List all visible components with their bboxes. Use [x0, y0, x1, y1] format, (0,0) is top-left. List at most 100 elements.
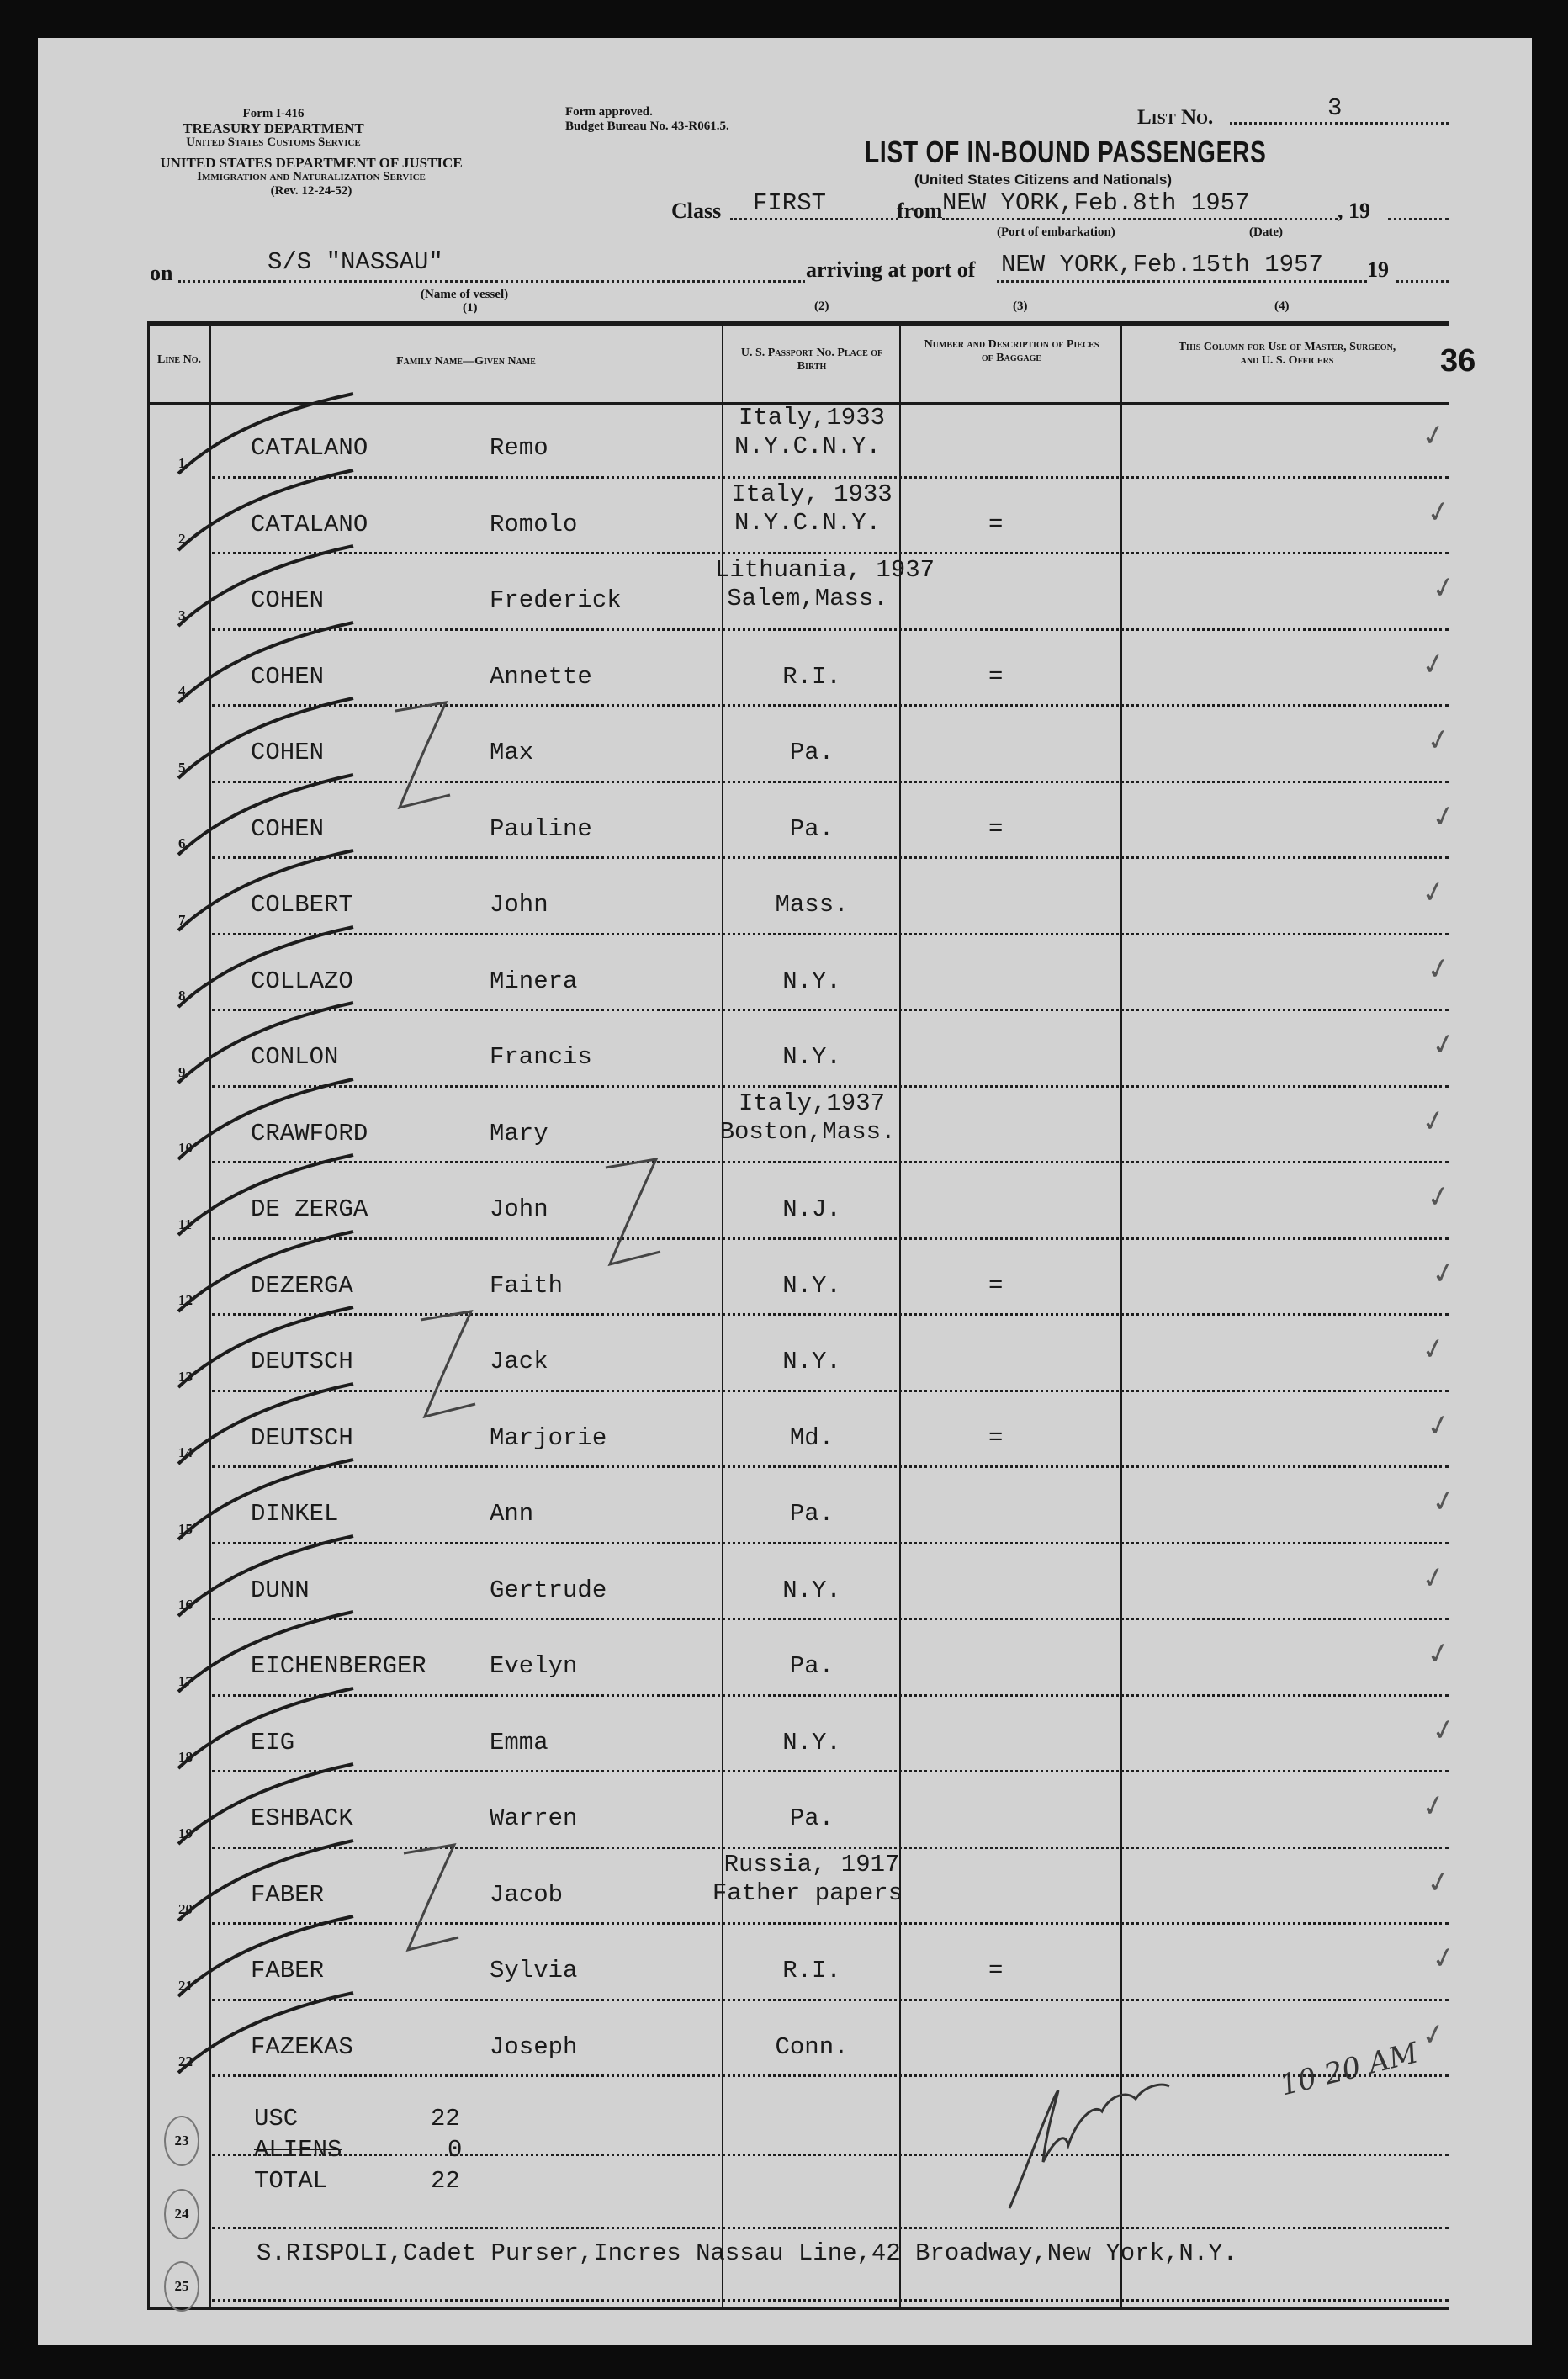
page-number: 36: [1440, 343, 1476, 379]
ins-label: Immigration and Naturalization Service: [197, 170, 426, 183]
tally-stroke: [177, 1001, 354, 1084]
given-name: Annette: [490, 662, 592, 691]
year-suffix-2: 19: [1367, 257, 1389, 282]
baggage-count: =: [988, 1271, 1004, 1300]
row-divider: [212, 1009, 1449, 1011]
row-divider: [212, 2227, 1449, 2229]
table-top-rule: [147, 321, 1449, 326]
line-number: 22: [178, 2053, 193, 2069]
place-of-birth: R.I.: [782, 662, 841, 691]
given-name: Minera: [490, 967, 578, 995]
tally-stroke: [177, 1153, 354, 1237]
justice-label: UNITED STATES DEPARTMENT OF JUSTICE: [160, 155, 463, 171]
list-no-line: [1230, 122, 1449, 125]
place-of-birth: Pa.: [789, 1652, 834, 1680]
handwritten-z-mark: [420, 1310, 476, 1419]
row-divider: [212, 1313, 1449, 1316]
passport-info: Lithuania, 1937: [715, 556, 935, 584]
place-of-birth: N.Y.: [782, 1271, 841, 1300]
list-no-label: List No.: [1137, 106, 1214, 129]
line-number: 10: [178, 1140, 193, 1156]
form-approval: Form approved. Budget Bureau No. 43-R061…: [565, 105, 729, 134]
place-of-birth: Mass.: [775, 891, 849, 919]
col-header-officers: This Column for Use of Master, Surgeon, …: [1178, 341, 1396, 367]
col-number-2: (2): [814, 299, 829, 313]
row-divider: [212, 1161, 1449, 1163]
place-of-birth: Conn.: [775, 2032, 849, 2061]
col-divider-name: [722, 323, 723, 2308]
family-name: DEUTSCH: [251, 1423, 353, 1452]
col-divider-baggage: [1120, 323, 1122, 2308]
row-divider: [212, 1465, 1449, 1468]
place-of-birth: Md.: [789, 1423, 834, 1452]
arriving-value: NEW YORK,Feb.15th 1957: [1001, 251, 1323, 278]
family-name: ESHBACK: [251, 1804, 353, 1832]
on-label: on: [150, 261, 173, 285]
place-of-birth: N.Y.: [782, 1043, 841, 1071]
line-number: 9: [178, 1063, 186, 1080]
row-divider: [212, 1389, 1449, 1392]
total-usc-label: USC: [254, 2105, 299, 2133]
arriving-label: arriving at port of: [806, 257, 976, 282]
tally-stroke: [177, 849, 354, 932]
purser-signature-line: S.RISPOLI,Cadet Purser,Incres Nassau Lin…: [257, 2239, 1237, 2267]
given-name: Marjorie: [490, 1423, 607, 1452]
line-number: 19: [178, 1825, 193, 1841]
family-name: DE ZERGA: [251, 1195, 368, 1223]
tally-stroke: [177, 1306, 354, 1389]
row-divider: [212, 856, 1449, 859]
tally-stroke: [177, 1534, 354, 1617]
place-of-birth: R.I.: [782, 1957, 841, 1984]
year-suffix: , 19: [1338, 199, 1370, 223]
given-name: Joseph: [490, 2032, 578, 2061]
tally-stroke: [177, 925, 354, 1008]
col-divider-line: [209, 323, 211, 2308]
tally-stroke: [177, 1458, 354, 1541]
row-divider: [212, 780, 1449, 783]
total-aliens-label: ALIENS: [254, 2136, 342, 2164]
family-name: DUNN: [251, 1576, 310, 1604]
total-total: TOTAL 22: [254, 2165, 462, 2196]
family-name: COHEN: [251, 739, 325, 766]
given-name: Romolo: [490, 510, 578, 538]
family-name: COHEN: [251, 586, 325, 614]
family-name: FAZEKAS: [251, 2032, 353, 2061]
place-of-birth: N.Y.: [782, 1728, 841, 1756]
family-name: DEUTSCH: [251, 1348, 353, 1375]
port-caption: (Port of embarkation): [997, 225, 1115, 239]
tally-stroke: [177, 1686, 354, 1769]
line-number: 1: [178, 454, 186, 471]
from-label: from: [897, 199, 943, 223]
line-number: 2: [178, 531, 186, 547]
class-value: FIRST: [753, 189, 827, 217]
from-value: NEW YORK,Feb.8th 1957: [942, 189, 1250, 217]
place-of-birth: Pa.: [789, 1804, 834, 1832]
baggage-count: =: [988, 814, 1004, 843]
row-divider: [212, 1922, 1449, 1925]
total-total-value: 22: [431, 2167, 460, 2195]
baggage-count: =: [988, 1423, 1004, 1452]
handwritten-z-mark: [605, 1158, 661, 1267]
given-name: Ann: [490, 1500, 534, 1528]
col-header-baggage: Number and Description of Pieces of Bagg…: [924, 338, 1099, 364]
family-name: COHEN: [251, 662, 325, 691]
tally-stroke: [177, 544, 354, 628]
table-bottom-rule: [147, 2307, 1449, 2310]
circled-line-number: 23: [164, 2116, 199, 2166]
year-line: [1388, 218, 1449, 220]
place-of-birth: Father papers: [712, 1878, 903, 1907]
handwritten-z-mark: [403, 1842, 459, 1952]
tally-stroke: [177, 1915, 354, 1998]
line-number: 3: [178, 607, 186, 623]
given-name: Pauline: [490, 814, 592, 843]
tally-stroke: [177, 1077, 354, 1160]
place-of-birth: Pa.: [789, 814, 834, 843]
given-name: Gertrude: [490, 1576, 607, 1604]
row-divider: [212, 2299, 1449, 2302]
baggage-count: =: [988, 510, 1004, 538]
line-number: 12: [178, 1292, 193, 1308]
tally-stroke: [177, 620, 354, 703]
passport-info: Italy, 1933: [731, 480, 893, 508]
list-no-value: 3: [1327, 94, 1343, 122]
